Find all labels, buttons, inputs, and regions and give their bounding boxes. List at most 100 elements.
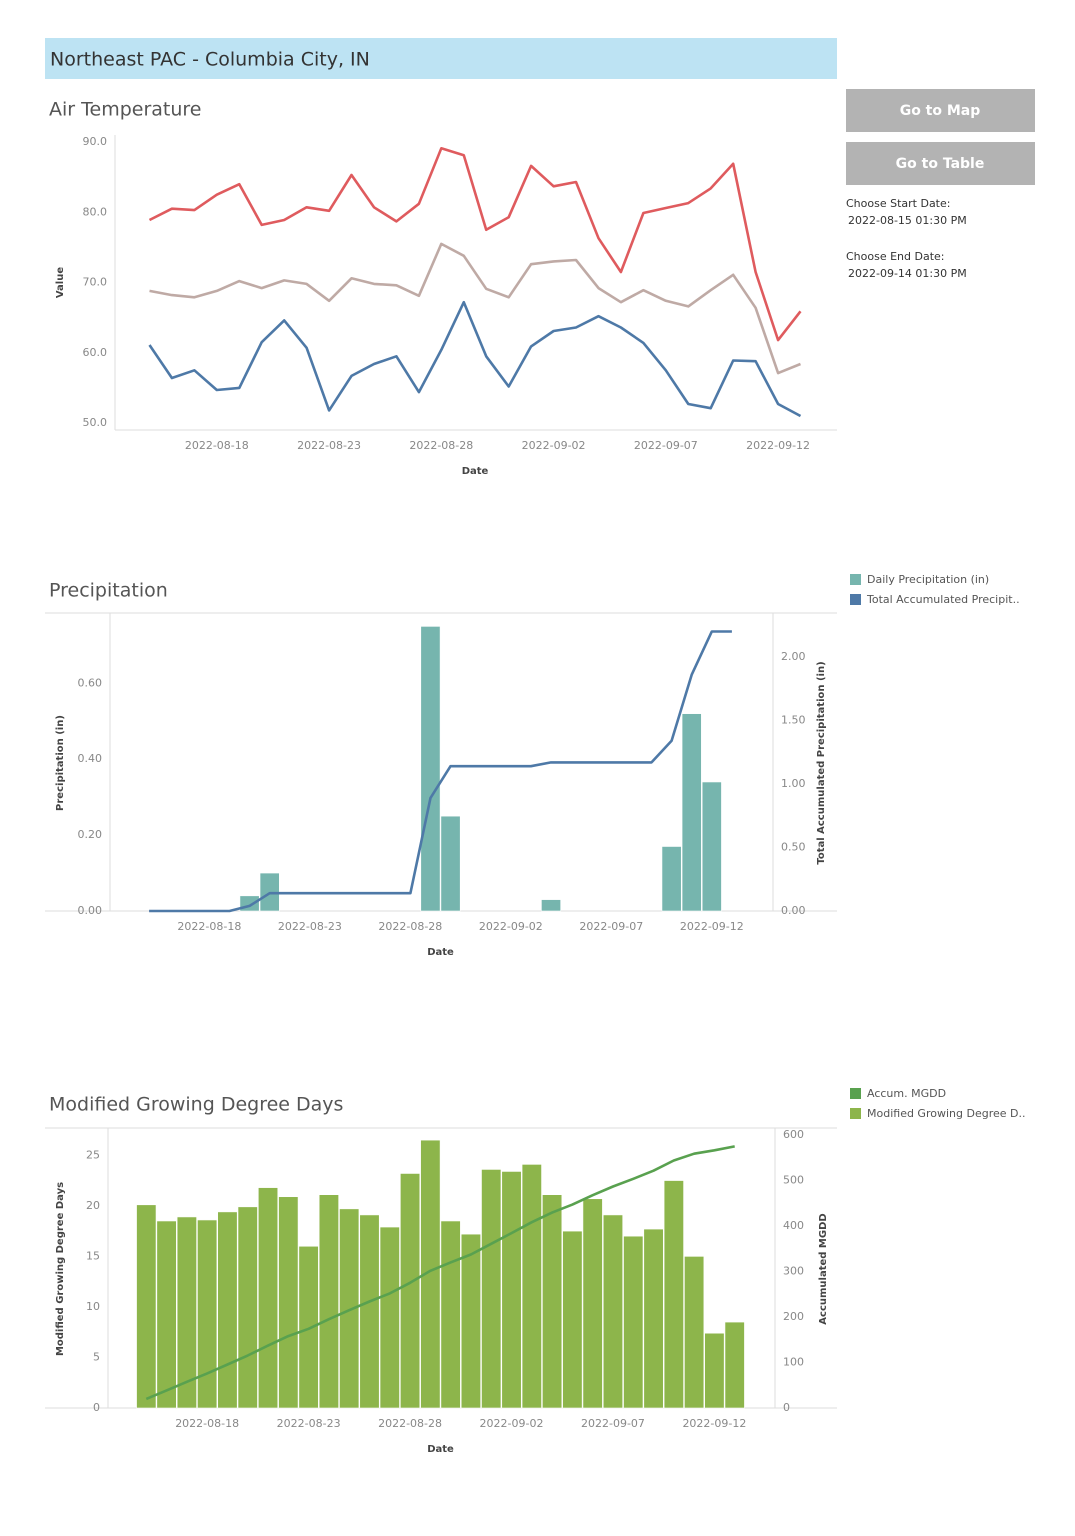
y2-tick-label: 300 [783, 1265, 804, 1278]
button-bg[interactable] [846, 89, 1035, 132]
bar [339, 1208, 360, 1409]
bar [602, 1214, 624, 1409]
bar [663, 1180, 684, 1409]
legend-label: Accum. MGDD [867, 1087, 946, 1100]
bar [217, 1211, 238, 1409]
y-axis-label: Modified Growing Degree Days [55, 1182, 66, 1356]
bar [440, 1220, 461, 1409]
go-to-map-button[interactable]: Go to Map [846, 89, 1035, 132]
bar [136, 1204, 157, 1409]
bar [298, 1245, 319, 1409]
legend-swatch [850, 594, 861, 605]
y-tick-label: 20 [86, 1199, 100, 1212]
bar [724, 1321, 745, 1409]
x-tick-label: 2022-08-23 [277, 1417, 341, 1430]
bar [582, 1198, 603, 1409]
y-tick-label: 5 [93, 1350, 100, 1363]
bar [562, 1230, 583, 1409]
y-tick-label: 70.0 [83, 276, 108, 289]
bar [623, 1235, 644, 1409]
bar [704, 1332, 725, 1409]
bar [681, 713, 702, 912]
y2-tick-label: 1.50 [781, 713, 806, 726]
x-tick-label: 2022-08-28 [378, 1417, 442, 1430]
legend-label: Total Accumulated Precipit.. [866, 593, 1020, 606]
y-tick-label: 50.0 [83, 416, 108, 429]
bar [542, 1194, 563, 1409]
y2-tick-label: 600 [783, 1128, 804, 1141]
x-tick-label: 2022-09-07 [581, 1417, 645, 1430]
bar [420, 626, 441, 912]
x-tick-label: 2022-09-12 [746, 439, 810, 452]
bar [481, 1169, 502, 1409]
bar [379, 1226, 400, 1409]
button-bg[interactable] [846, 142, 1035, 185]
bar [460, 1233, 481, 1409]
line [148, 147, 802, 342]
line [149, 242, 801, 375]
y2-tick-label: 2.00 [781, 650, 806, 663]
y2-tick-label: 0 [783, 1401, 790, 1414]
y-tick-label: 0.60 [78, 676, 103, 689]
y2-tick-label: 400 [783, 1219, 804, 1232]
legend-swatch [850, 1108, 861, 1119]
y2-axis-label: Total Accumulated Precipitation (in) [816, 661, 827, 864]
bar [521, 1164, 542, 1409]
bar [684, 1256, 705, 1409]
bar [176, 1216, 197, 1409]
button-label[interactable]: Go to Map [900, 103, 981, 119]
bar [278, 1196, 299, 1409]
x-tick-label: 2022-08-23 [297, 439, 361, 452]
y-tick-label: 80.0 [83, 205, 108, 218]
bar [661, 846, 682, 912]
x-axis-label: Date [427, 1444, 454, 1455]
x-tick-label: 2022-08-28 [378, 920, 442, 933]
x-tick-label: 2022-09-12 [680, 920, 744, 933]
y-tick-label: 90.0 [83, 135, 108, 148]
x-tick-label: 2022-08-18 [185, 439, 249, 452]
y-tick-label: 0 [93, 1401, 100, 1414]
x-tick-label: 2022-09-07 [634, 439, 698, 452]
bar [701, 781, 722, 912]
x-axis-label: Date [462, 466, 489, 477]
x-tick-label: 2022-09-02 [522, 439, 586, 452]
bar [237, 1206, 258, 1409]
bar [501, 1171, 522, 1409]
y-tick-label: 10 [86, 1300, 100, 1313]
line [148, 300, 802, 418]
legend-label: Modified Growing Degree D.. [867, 1107, 1025, 1120]
y-tick-label: 0.00 [78, 904, 103, 917]
y-tick-label: 15 [86, 1249, 100, 1262]
go-to-table-button[interactable]: Go to Table [846, 142, 1035, 185]
bar [197, 1219, 218, 1409]
y2-axis-label: Accumulated MGDD [818, 1213, 829, 1324]
legend-label: Daily Precipitation (in) [867, 573, 989, 586]
y-tick-label: 25 [86, 1148, 100, 1161]
x-tick-label: 2022-09-07 [579, 920, 643, 933]
end-date-label: Choose End Date: [846, 250, 945, 263]
header-bar [45, 38, 837, 79]
bar [359, 1214, 380, 1409]
header-title: Northeast PAC - Columbia City, IN [50, 49, 370, 71]
y2-tick-label: 0.50 [781, 840, 806, 853]
x-tick-label: 2022-09-12 [682, 1417, 746, 1430]
x-tick-label: 2022-09-02 [479, 920, 543, 933]
y-tick-label: 0.40 [78, 752, 103, 765]
line [149, 630, 732, 913]
x-tick-label: 2022-08-28 [409, 439, 473, 452]
x-tick-label: 2022-09-02 [480, 1417, 544, 1430]
bar [400, 1173, 421, 1409]
start-date-value[interactable]: 2022-08-15 01:30 PM [848, 214, 967, 227]
x-tick-label: 2022-08-23 [278, 920, 342, 933]
x-axis-label: Date [427, 947, 454, 958]
bar [257, 1187, 279, 1409]
bar [643, 1228, 664, 1409]
y-tick-label: 60.0 [83, 346, 108, 359]
end-date-value[interactable]: 2022-09-14 01:30 PM [848, 267, 967, 280]
chart-title: Precipitation [49, 580, 168, 602]
x-tick-label: 2022-08-18 [175, 1417, 239, 1430]
button-label[interactable]: Go to Table [896, 156, 985, 172]
chart-title: Air Temperature [49, 99, 201, 121]
line [145, 1145, 735, 1401]
y2-tick-label: 100 [783, 1356, 804, 1369]
